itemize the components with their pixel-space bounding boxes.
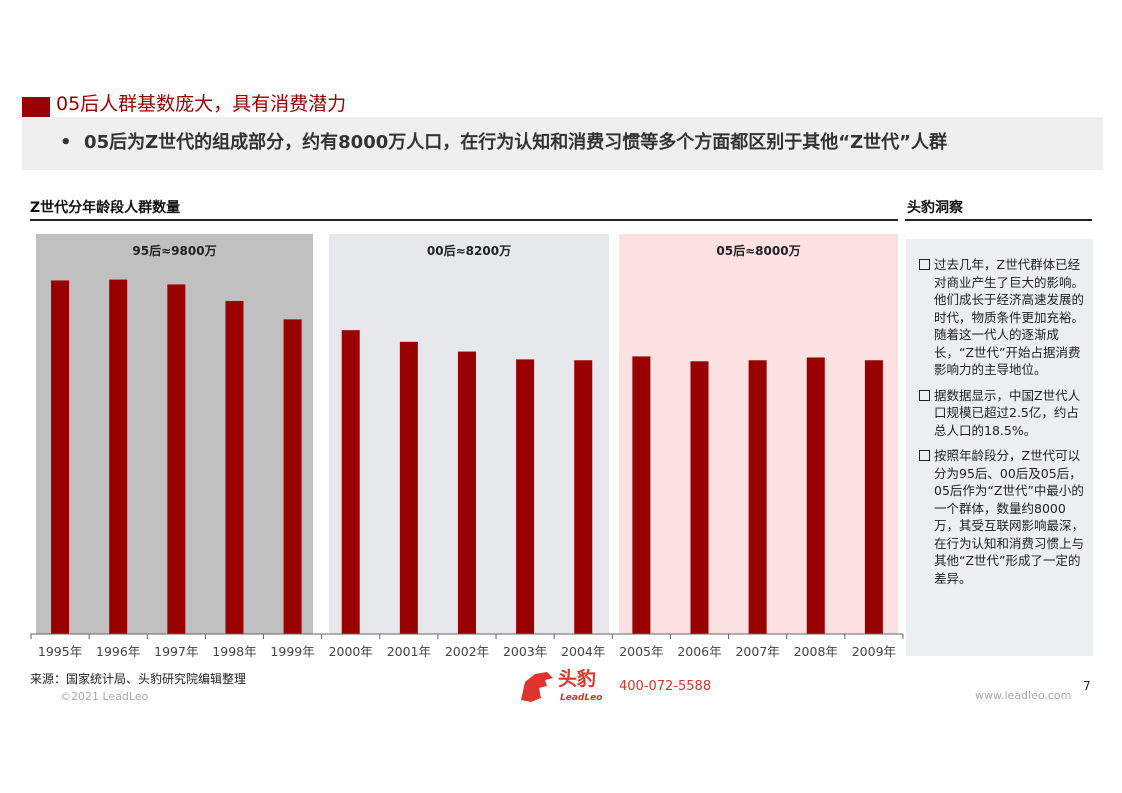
x-tick-label: 2004年: [561, 644, 605, 659]
checkbox-bullet-icon: [919, 450, 930, 461]
checkbox-bullet-icon: [919, 389, 930, 401]
x-tick-label: 2001年: [387, 644, 431, 659]
bar: [51, 280, 70, 634]
insight-item: 据数据显示，中国Z世代人口规模已超过2.5亿，约占总人口的18.5%。: [919, 387, 1086, 440]
x-tick-label: 2008年: [794, 644, 838, 659]
bar: [341, 330, 360, 634]
x-tick-label: 1996年: [96, 644, 140, 659]
bar: [864, 360, 883, 634]
leopard-logo-icon: [517, 670, 555, 704]
x-tick-label: 2002年: [445, 644, 489, 659]
checkbox-bullet-icon: [919, 259, 930, 270]
bar-chart: 95后≈9800万 00后≈8200万 05后≈8000万 1995年 1996年 199…: [30, 234, 904, 659]
bar: [748, 360, 767, 634]
insight-panel: 过去几年，Z世代群体已经对商业产生了巨大的影响。他们成长于经济高速发展的时代，物…: [906, 239, 1093, 656]
x-tick-label: 2009年: [852, 644, 896, 659]
phone-number: 400-072-5588: [619, 679, 712, 694]
page-title: 05后人群基数庞大，具有消费潜力: [56, 93, 347, 115]
logo-cn: 头豹: [558, 668, 597, 690]
bar: [632, 356, 651, 634]
bar: [457, 351, 476, 634]
bar: [283, 319, 302, 634]
x-tick-label: 1998年: [212, 644, 256, 659]
bar: [225, 300, 244, 634]
x-tick-label: 2007年: [735, 644, 779, 659]
x-tick-label: 1995年: [38, 644, 82, 659]
insight-item: 过去几年，Z世代群体已经对商业产生了巨大的影响。他们成长于经济高速发展的时代，物…: [919, 256, 1086, 379]
source-note: 来源：国家统计局、头豹研究院编辑整理: [30, 672, 247, 686]
bar: [109, 279, 128, 634]
chart-section-title: Z世代分年龄段人群数量: [30, 200, 181, 216]
bar: [516, 359, 535, 634]
divider: [905, 219, 1092, 221]
x-tick-label: 1997年: [154, 644, 198, 659]
copyright: ©2021 LeadLeo: [60, 690, 149, 703]
divider: [30, 219, 898, 221]
subtitle-bar: [22, 117, 1103, 170]
insight-item: 按照年龄段分，Z世代可以分为95后、00后及05后，05后作为“Z世代”中最小的…: [919, 447, 1086, 587]
bar: [574, 360, 593, 634]
group-label: 05后≈8000万: [716, 243, 800, 258]
website: www.leadleo.com: [975, 689, 1072, 702]
x-tick-label: 1999年: [270, 644, 314, 659]
group-label: 00后≈8200万: [427, 243, 511, 258]
bar: [167, 284, 186, 634]
x-tick-label: 2006年: [677, 644, 721, 659]
x-tick-label: 2005年: [619, 644, 663, 659]
bar: [399, 341, 418, 634]
subtitle-text: 05后为Z世代的组成部分，约有8000万人口，在行为认知和消费习惯等多个方面都区…: [84, 132, 947, 153]
group-label: 95后≈9800万: [132, 243, 216, 258]
x-tick-label: 2000年: [329, 644, 373, 659]
x-tick-label: 2003年: [503, 644, 547, 659]
bar: [806, 357, 825, 634]
subtitle: • 05后为Z世代的组成部分，约有8000万人口，在行为认知和消费习惯等多个方面…: [60, 132, 947, 153]
page-number: 7: [1083, 679, 1091, 693]
logo-en: LeadLeo: [560, 693, 603, 703]
side-section-title: 头豹洞察: [907, 200, 963, 216]
bar: [690, 361, 709, 634]
